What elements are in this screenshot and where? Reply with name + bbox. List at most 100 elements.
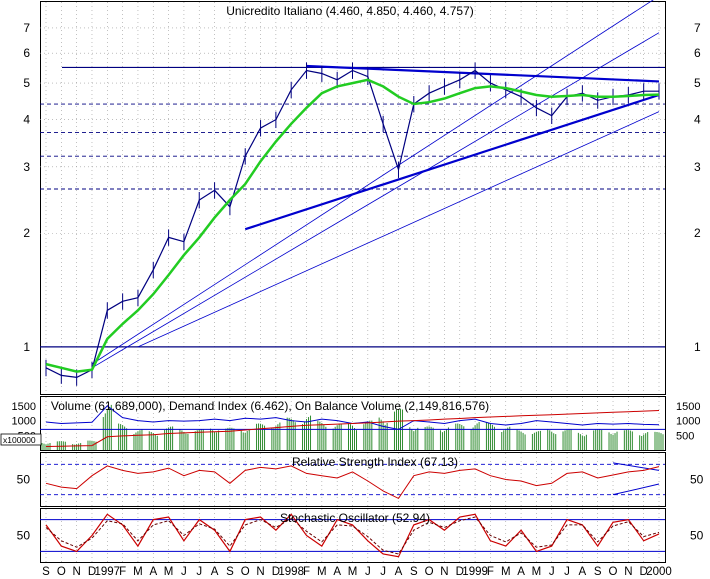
x-axis-label: A <box>333 566 341 578</box>
volume-bars <box>40 404 665 450</box>
stochastic-y-tick-right: 50 <box>690 529 704 543</box>
x-axis-label: J <box>181 566 187 578</box>
stochastic-y-axis: 50 50 <box>17 529 704 543</box>
panel-frames <box>40 1 666 563</box>
price-y-tick-left: 6 <box>23 46 30 60</box>
rsi-trendline <box>612 483 660 496</box>
x-axis-label: N <box>624 566 632 578</box>
trendlines <box>45 0 660 386</box>
volume-panel-title: Volume (61,689,000), Demand Index (6.462… <box>51 399 489 413</box>
rsi-y-axis: 50 50 <box>17 473 704 487</box>
stochastic-d-line <box>45 516 660 555</box>
x-axis-label: N <box>256 566 264 578</box>
price-chart-title: Unicredito Italiano (4.460, 4.850, 4.460… <box>226 4 474 18</box>
x-axis-label: 2000 <box>646 566 672 578</box>
price-reference-lines <box>40 66 665 348</box>
price-y-tick-left: 7 <box>23 21 30 35</box>
volume-y-tick-left: 1000 <box>12 416 36 428</box>
x-axis-label: O <box>241 566 250 578</box>
price-y-tick-left: 1 <box>23 340 30 354</box>
x-axis-label: D <box>456 566 464 578</box>
x-axis-label: M <box>348 566 358 578</box>
x-axis-label: A <box>211 566 219 578</box>
stochastic-panel-title: Stochastic Oscillator (52.94) <box>280 511 430 525</box>
moving-average-line <box>45 78 660 373</box>
x-axis-label: A <box>395 566 403 578</box>
x-axis-label: N <box>72 566 80 578</box>
stochastic-panel-frame <box>40 508 666 563</box>
price-y-tick-right: 7 <box>694 21 701 35</box>
x-axis-label: A <box>517 566 525 578</box>
x-axis-label: J <box>365 566 371 578</box>
long-term-trendline <box>137 111 660 348</box>
volume-y-tick-right: 1500 <box>676 401 700 413</box>
rsi-line <box>45 465 660 500</box>
price-y-tick-right: 6 <box>694 46 701 60</box>
volume-y-axis: 5005001000100015001500 <box>12 401 701 442</box>
x-axis-label: M <box>317 566 327 578</box>
resistance-trendline <box>306 64 660 83</box>
volume-y-tick-left: 1500 <box>12 401 36 413</box>
support-trendline <box>244 93 660 231</box>
price-y-tick-left: 4 <box>23 113 30 127</box>
long-term-trendline <box>91 32 660 369</box>
x-axis-label: D <box>640 566 648 578</box>
price-y-tick-left: 5 <box>23 76 30 90</box>
x-axis-label: F <box>303 566 310 578</box>
price-y-tick-left: 3 <box>23 160 30 174</box>
price-y-tick-right: 5 <box>694 76 701 90</box>
price-y-tick-right: 4 <box>694 113 701 127</box>
rsi-panel-title: Relative Strength Index (67.13) <box>292 455 458 469</box>
price-panel-frame <box>40 1 666 395</box>
x-axis-label: A <box>579 566 587 578</box>
price-y-axis: 1 1 2 2 3 3 4 4 5 5 6 6 7 7 <box>23 21 701 354</box>
rsi-y-tick-right: 50 <box>690 473 704 487</box>
x-axis-label: 1999 <box>462 566 488 578</box>
x-axis-label: J <box>380 566 386 578</box>
rsi-panel-frame <box>40 452 666 507</box>
price-y-tick-right: 1 <box>694 340 701 354</box>
price-y-tick-left: 2 <box>23 226 30 240</box>
x-axis-label: A <box>149 566 157 578</box>
x-axis-label: N <box>440 566 448 578</box>
volume-y-tick-right: 500 <box>676 430 694 442</box>
x-axis-label: J <box>549 566 555 578</box>
long-term-trendline <box>91 0 654 365</box>
grid-lines <box>45 2 660 562</box>
price-y-tick-right: 2 <box>694 226 701 240</box>
unit-label-box <box>0 433 42 446</box>
x-axis-label: O <box>425 566 434 578</box>
x-axis-label: D <box>88 566 96 578</box>
price-series-line <box>45 69 659 379</box>
x-axis-label: M <box>133 566 143 578</box>
x-axis-label: F <box>487 566 494 578</box>
x-axis-label: S <box>226 566 234 578</box>
on-balance-volume-line <box>45 410 660 447</box>
stochastic-reference-lines <box>40 519 665 552</box>
x-axis-label: M <box>501 566 511 578</box>
stochastic-y-tick-left: 50 <box>17 529 31 543</box>
rsi-y-tick-left: 50 <box>17 473 31 487</box>
x-axis-label: S <box>42 566 50 578</box>
x-axis-label: O <box>57 566 66 578</box>
x-axis-label: F <box>119 566 126 578</box>
volume-panel-frame <box>40 396 666 451</box>
x-axis-label: M <box>164 566 174 578</box>
x-axis-label: 1998 <box>278 566 304 578</box>
rsi-reference-lines <box>40 462 665 496</box>
rsi-trendline <box>612 462 660 471</box>
x-axis-label: 1997 <box>95 566 121 578</box>
x-axis-label: D <box>272 566 280 578</box>
x-axis-label: S <box>410 566 418 578</box>
volume-y-tick-right: 1000 <box>676 416 700 428</box>
x-axis-label: J <box>564 566 570 578</box>
volume-unit-label: x100000 <box>3 435 36 445</box>
x-axis-label: M <box>532 566 542 578</box>
x-axis-label: J <box>196 566 202 578</box>
x-axis-label: O <box>609 566 618 578</box>
stochastic-k-line <box>45 513 660 558</box>
x-axis-label: S <box>594 566 602 578</box>
price-y-tick-right: 3 <box>694 160 701 174</box>
